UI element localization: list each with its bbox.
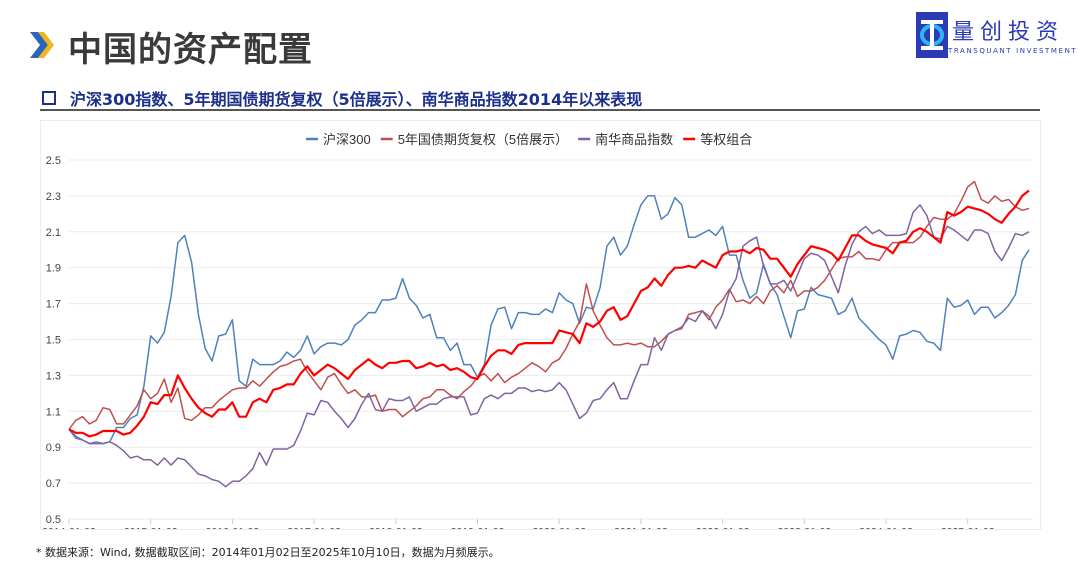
x-tick-label: 2023-01-02 [777, 526, 831, 529]
logo-name-en: TRANSQUANT INVESTMENT [948, 47, 1078, 55]
y-tick-label: 1.7 [46, 299, 61, 311]
page-title: 中国的资产配置 [68, 30, 313, 70]
legend-item[interactable]: 沪深300 [306, 132, 371, 147]
legend-item[interactable]: 等权组合 [683, 132, 752, 147]
chart-container: 0.5 0.7 0.9 1.1 1.3 1.5 1.7 1.9 2.1 2.3 2.5 2014-0… [40, 120, 1041, 538]
y-tick-label: 1.1 [46, 406, 61, 418]
line-chart: 0.5 0.7 0.9 1.1 1.3 1.5 1.7 1.9 2.1 2.3 2.5 2014-0… [42, 132, 1033, 538]
y-tick-label: 0.5 [46, 514, 61, 526]
section-subtitle: 沪深300指数、5年期国债期货复权（5倍展示）、南华商品指数2014年以来表现 [42, 86, 642, 110]
x-tick-label: 2014-01-02 [42, 526, 96, 529]
y-tick-label: 2.3 [46, 191, 61, 203]
x-tick-label: 2025-01-02 [941, 526, 995, 529]
legend-label: 等权组合 [700, 132, 752, 147]
legend-label: 沪深300 [323, 132, 371, 147]
logo-name-cn: 量创投资 [952, 20, 1065, 45]
x-tick-label: 2018-01-02 [369, 526, 423, 529]
x-tick-label: 2022-01-02 [696, 526, 750, 529]
footnote: * 数据来源：Wind, 数据截取区间：2014年01月02日至2025年10月… [36, 546, 500, 559]
y-tick-label: 2.1 [46, 227, 61, 239]
x-tick-label: 2019-01-02 [451, 526, 505, 529]
x-tick-label: 2020-01-02 [532, 526, 586, 529]
legend-label: 5年国债期货复权（5倍展示） [398, 132, 568, 147]
legend-item[interactable]: 5年国债期货复权（5倍展示） [380, 132, 568, 147]
chevron-arrow-icon [30, 32, 54, 58]
subtitle-text: 沪深300指数、5年期国债期货复权（5倍展示）、南华商品指数2014年以来表现 [70, 90, 643, 109]
divider [40, 109, 1040, 111]
series-line-0 [68, 195, 1030, 445]
x-tick-label: 2015-01-02 [124, 526, 178, 529]
series-line-1 [68, 180, 1030, 430]
y-tick-label: 0.7 [46, 478, 61, 490]
legend-item[interactable]: 南华商品指数 [578, 132, 673, 147]
series-line-2 [68, 204, 1030, 488]
x-tick-label: 2024-01-02 [859, 526, 913, 529]
logo: 量创投资 TRANSQUANT INVESTMENT [916, 12, 1076, 60]
square-bullet-icon [42, 91, 56, 105]
y-tick-label: 0.9 [46, 442, 61, 454]
y-tick-label: 2.5 [46, 155, 61, 167]
x-tick-label: 2016-01-02 [206, 526, 260, 529]
y-tick-label: 1.5 [46, 335, 61, 347]
y-tick-label: 1.9 [46, 263, 61, 275]
x-tick-label: 2017-01-02 [287, 526, 341, 529]
logo-mark-icon [916, 12, 948, 58]
series-line-3 [68, 189, 1030, 438]
x-tick-label: 2021-01-02 [614, 526, 668, 529]
legend-label: 南华商品指数 [595, 132, 673, 147]
y-tick-label: 1.3 [46, 370, 61, 382]
